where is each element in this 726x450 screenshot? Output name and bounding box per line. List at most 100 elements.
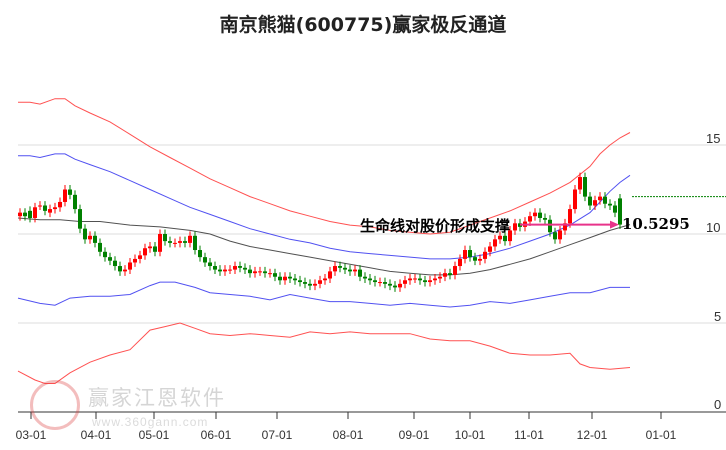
candle-body: [78, 209, 82, 229]
watermark-name: 赢家江恩软件: [88, 386, 226, 410]
candle-body: [423, 280, 427, 283]
candle-body: [418, 278, 422, 281]
candle-body: [528, 216, 532, 222]
y-tick-10: 10: [706, 220, 721, 235]
candle-body: [393, 285, 397, 288]
watermark-url: www.360gann.com: [92, 415, 209, 429]
candle-body: [18, 212, 22, 217]
candle-body: [193, 235, 197, 251]
candle-body: [553, 232, 557, 240]
x-tick-label: 05-01: [138, 428, 170, 442]
candle-body: [438, 276, 442, 279]
chart-title: 南京熊猫(600775)赢家极反通道: [219, 14, 507, 36]
candle-body: [268, 273, 272, 275]
candle-body: [318, 280, 322, 284]
candle-body: [458, 258, 462, 267]
candle-body: [73, 194, 77, 210]
candle-body: [548, 219, 552, 233]
candle-body: [533, 212, 537, 217]
x-tick-label: 03-01: [15, 428, 47, 442]
candle-body: [578, 177, 582, 190]
candle-body: [308, 283, 312, 286]
candle-body: [23, 212, 27, 217]
candle-body: [63, 189, 67, 202]
candle-body: [153, 246, 157, 252]
candle-body: [503, 235, 507, 242]
x-tick-label: 07-01: [261, 428, 293, 442]
candle-body: [28, 210, 32, 218]
support-annotation: 生命线对股价形成支撑: [360, 217, 511, 235]
candle-body: [288, 276, 292, 279]
candle-body: [213, 266, 217, 270]
lower-outer-channel-line: [17, 322, 631, 384]
candle-body: [33, 207, 37, 218]
candle-body: [323, 278, 327, 281]
candle-body: [233, 266, 237, 270]
x-tick-label: 10-01: [454, 428, 486, 442]
candle-body: [343, 267, 347, 270]
candle-body: [588, 196, 592, 206]
candle-body: [208, 262, 212, 267]
x-tick-label: 04-01: [80, 428, 112, 442]
candle-body: [398, 283, 402, 288]
candle-body: [238, 266, 242, 268]
candle-body: [568, 209, 572, 224]
support-arrow-head-icon: [610, 220, 619, 229]
candle-body: [538, 212, 542, 218]
candle-body: [313, 283, 317, 286]
candle-body: [513, 223, 517, 231]
candle-body: [218, 269, 222, 272]
candle-body: [53, 207, 57, 210]
candle-body: [293, 278, 297, 281]
candle-body: [558, 230, 562, 240]
candle-body: [43, 205, 47, 211]
candle-body: [303, 282, 307, 284]
watermark: 赢家江恩软件 www.360gann.com: [30, 380, 230, 440]
candle-body: [113, 260, 117, 267]
candle-body: [253, 271, 257, 274]
candle-body: [478, 258, 482, 261]
candle-body: [168, 241, 172, 243]
candle-body: [368, 278, 372, 281]
candle-body: [143, 248, 147, 256]
upper-outer-channel-line: [18, 98, 631, 235]
candle-body: [228, 269, 232, 271]
candle-body: [243, 267, 247, 270]
candle-body: [483, 251, 487, 259]
candle-body: [363, 276, 367, 279]
candle-body: [333, 266, 337, 272]
candle-body: [358, 269, 362, 277]
candle-body: [183, 241, 187, 243]
candle-body: [583, 177, 587, 197]
candle-body: [298, 280, 302, 283]
candle-body: [433, 278, 437, 281]
candle-body: [608, 203, 612, 206]
candle-body: [603, 196, 607, 204]
candle-body: [133, 258, 137, 263]
x-tick-label: 09-01: [398, 428, 430, 442]
x-tick-label: 01-01: [645, 428, 677, 442]
candle-body: [118, 266, 122, 272]
watermark-logo-icon: [30, 380, 80, 430]
candle-body: [203, 257, 207, 263]
candle-body: [468, 250, 472, 258]
candle-body: [273, 273, 277, 277]
lower-inner-channel-line: [17, 281, 630, 308]
candle-body: [198, 250, 202, 258]
candle-body: [128, 262, 132, 270]
candle-body: [338, 266, 342, 268]
candle-body: [408, 278, 412, 281]
candle-body: [223, 269, 227, 272]
candle-body: [378, 282, 382, 284]
candle-body: [463, 250, 467, 259]
candle-body: [488, 246, 492, 252]
candle-body: [563, 223, 567, 231]
candle-body: [543, 217, 547, 220]
y-tick-5: 5: [714, 309, 722, 324]
candle-body: [383, 282, 387, 284]
candle-body: [348, 269, 352, 272]
candle-body: [353, 269, 357, 272]
candle-body: [493, 239, 497, 247]
candle-body: [178, 241, 182, 243]
